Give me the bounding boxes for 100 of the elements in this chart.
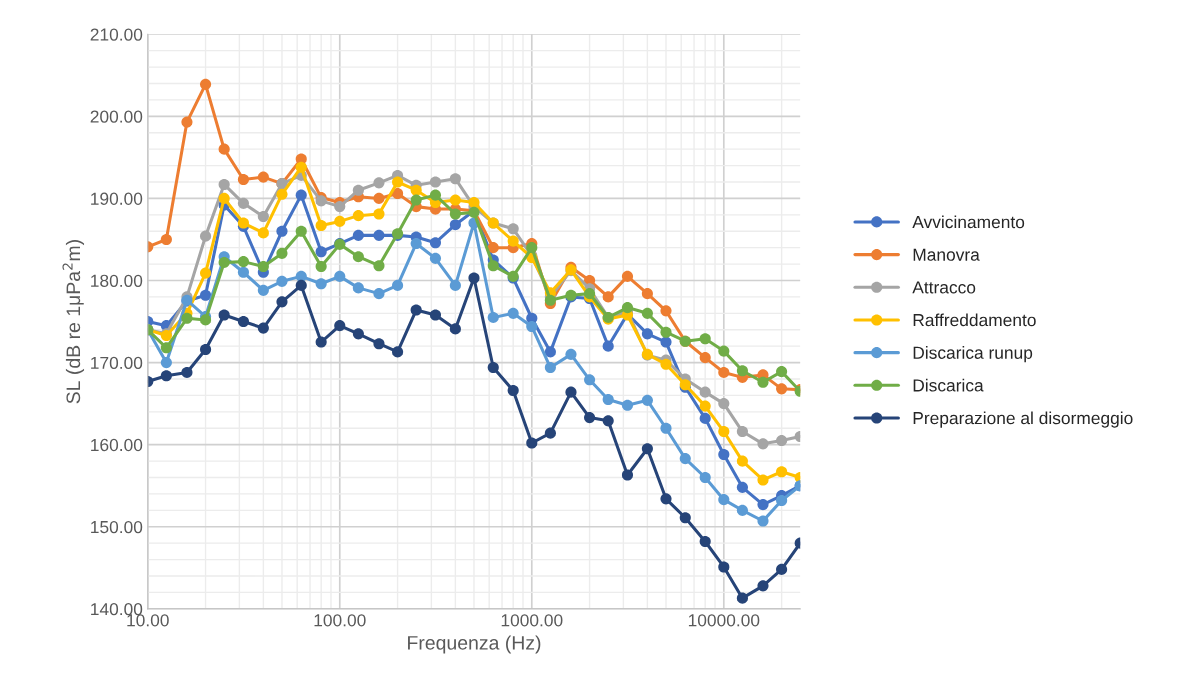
point — [718, 425, 730, 438]
point — [276, 188, 288, 200]
point — [584, 374, 596, 386]
point — [602, 340, 614, 352]
point — [660, 305, 672, 317]
legend-label: Attracco — [912, 281, 976, 294]
point — [621, 270, 634, 282]
point — [602, 415, 614, 427]
point — [334, 320, 346, 332]
point — [429, 237, 442, 249]
point — [373, 229, 385, 241]
point — [315, 278, 327, 290]
legend-label: Raffreddamento — [913, 313, 1036, 327]
point — [736, 504, 748, 516]
point — [757, 580, 769, 592]
point — [315, 246, 327, 258]
point — [181, 116, 193, 128]
point — [544, 361, 556, 374]
point — [181, 312, 193, 324]
point — [352, 328, 364, 340]
point — [736, 425, 748, 438]
point — [718, 398, 730, 410]
point — [429, 252, 442, 264]
point — [507, 384, 519, 397]
point — [257, 260, 269, 273]
point — [218, 178, 230, 191]
point — [449, 194, 461, 206]
point — [507, 307, 519, 319]
point — [392, 176, 404, 188]
point — [487, 260, 499, 272]
point — [699, 412, 711, 424]
point — [392, 187, 404, 200]
point — [218, 309, 230, 321]
point — [641, 307, 653, 319]
x-tick-label: 100.00 — [314, 614, 366, 627]
point — [276, 275, 288, 287]
point — [295, 279, 307, 291]
point — [257, 322, 269, 334]
point — [429, 309, 442, 321]
x-axis-title: Frequenza (Hz) — [408, 635, 541, 654]
point — [237, 256, 249, 268]
point — [660, 336, 672, 348]
point — [757, 438, 769, 450]
point — [160, 357, 172, 369]
point — [526, 437, 538, 449]
point — [218, 192, 230, 204]
point — [181, 366, 193, 378]
point — [584, 412, 596, 424]
point — [507, 223, 519, 235]
point — [660, 358, 672, 370]
point — [200, 78, 212, 90]
point — [487, 361, 499, 374]
point — [276, 225, 288, 237]
point — [776, 494, 788, 507]
point — [315, 219, 327, 232]
point — [392, 346, 404, 358]
point — [641, 288, 653, 300]
point — [660, 422, 672, 434]
point — [602, 393, 614, 406]
point — [429, 189, 442, 201]
point — [718, 561, 730, 573]
point — [565, 386, 577, 398]
point — [334, 215, 346, 227]
point — [679, 512, 691, 524]
point — [699, 535, 711, 548]
point — [699, 386, 711, 398]
point — [621, 399, 634, 411]
point — [373, 177, 385, 189]
y-tick-label: 210.00 — [90, 28, 143, 41]
point — [352, 229, 364, 241]
point — [736, 481, 748, 493]
point — [757, 474, 769, 486]
point — [257, 171, 269, 183]
point — [679, 453, 691, 465]
point — [429, 176, 442, 188]
point — [544, 427, 556, 439]
point — [507, 235, 519, 247]
point — [315, 336, 327, 348]
point — [218, 143, 230, 155]
point — [468, 196, 480, 209]
point — [352, 282, 364, 294]
point — [334, 201, 346, 213]
y-tick-label: 140.00 — [91, 603, 143, 616]
point — [315, 260, 327, 273]
y-tick-label: 200.00 — [90, 110, 143, 123]
point — [776, 383, 788, 395]
legend-label: Manovra — [913, 248, 980, 261]
point — [776, 563, 788, 575]
point — [410, 194, 422, 206]
x-tick-label: 1000.00 — [501, 614, 563, 627]
legend-label: Preparazione al disormeggio — [913, 411, 1133, 428]
point — [718, 448, 730, 461]
point — [660, 326, 672, 338]
point — [641, 328, 653, 340]
point — [200, 289, 212, 301]
point — [718, 345, 730, 357]
point — [200, 267, 212, 279]
point — [276, 247, 288, 259]
point — [237, 315, 249, 328]
point — [295, 225, 307, 237]
